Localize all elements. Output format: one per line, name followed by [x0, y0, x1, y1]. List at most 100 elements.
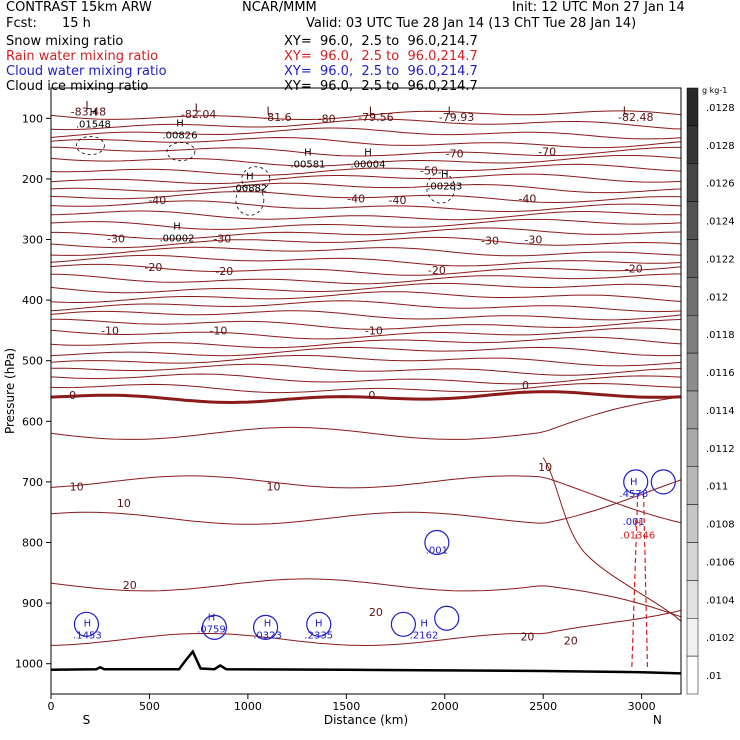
colorbar-tick-label: .01 — [706, 671, 722, 682]
colorbar-tick-label: .0116 — [706, 368, 735, 379]
ice-region — [241, 166, 271, 192]
field-cloudwater-xy: XY= 96.0, 2.5 to 96.0,214.7 — [284, 64, 478, 79]
temperature-contour — [51, 355, 681, 367]
cloud-water-max-marker: H — [84, 618, 92, 629]
field-snow-name: Snow mixing ratio — [6, 34, 124, 49]
colorbar-cell — [686, 504, 699, 543]
cloud-water-max-value: .2162 — [410, 630, 439, 641]
temperature-label: 20 — [369, 606, 383, 619]
temperature-label: -20 — [215, 265, 233, 278]
temperature-label: -40 — [518, 192, 536, 205]
temperature-contour — [51, 291, 681, 303]
ice-max-marker: H — [441, 169, 449, 180]
cloud-water-max-marker: H — [630, 477, 638, 488]
cloud-water-max-value: .1453 — [73, 630, 102, 641]
temperature-contour — [51, 110, 681, 120]
colorbar-tick-label: .012 — [706, 292, 728, 303]
temperature-contour — [51, 318, 681, 330]
ice-region — [235, 184, 265, 216]
y-tick-label: 200 — [22, 173, 43, 186]
colorbar-tick-label: .0104 — [706, 595, 735, 606]
temperature-label: -50 — [420, 164, 438, 177]
temperature-contour — [51, 146, 681, 157]
temperature-label: 0 — [69, 389, 76, 402]
x-tick-label: 1000 — [234, 700, 262, 713]
temperature-contour — [51, 310, 681, 321]
temperature-label: -30 — [524, 234, 542, 247]
temperature-contour — [51, 475, 681, 524]
x-tick-label: 500 — [139, 700, 160, 713]
colorbar-tick-label: .0112 — [706, 444, 735, 455]
ice-max-value: .00882 — [232, 184, 267, 195]
temperature-contour — [51, 127, 681, 140]
contour-labels: -80 -70 -70 -50 -40 -40 -40 -40 -30 -30 -30 -30 -20 -… — [69, 99, 655, 648]
temperature-contour — [51, 282, 681, 294]
rain-max-value: .01346 — [620, 530, 655, 541]
colorbar-tick-label: .0106 — [706, 557, 735, 568]
colorbar-cell — [686, 163, 699, 202]
temperature-label: -20 — [428, 264, 446, 277]
colorbar-cell — [686, 87, 699, 127]
cloud-water-max-value: .0759 — [197, 624, 226, 635]
temperature-contour — [51, 163, 681, 176]
ice-max-marker: H — [176, 118, 184, 129]
field-snow-xy: XY= 96.0, 2.5 to 96.0,214.7 — [284, 34, 478, 49]
colorbar-cell — [686, 352, 699, 392]
plot-frame — [50, 87, 682, 695]
zero-isotherm — [51, 390, 681, 405]
temperature-label: 10 — [266, 481, 280, 494]
colorbar-tick-label: .0118 — [706, 330, 735, 341]
cloud-water-max-value: .0323 — [253, 630, 282, 641]
temperature-label: -10 — [365, 324, 383, 337]
axes: 0 500 1000 1500 2000 2500 30001002003004005006… — [3, 87, 682, 727]
ice-max-value: .00002 — [160, 233, 195, 244]
temperature-label: 10 — [117, 497, 131, 510]
cloud-water-max-value: .001 — [426, 546, 448, 557]
temperature-extremum-label: L — [85, 99, 92, 112]
y-tick-label: 400 — [22, 294, 43, 307]
cloud-water-region — [201, 614, 228, 640]
temperature-extremum-label: L — [448, 104, 455, 117]
colorbar-tick-label: .0114 — [706, 406, 735, 417]
colorbar: .0128 .0128 .0126 .0124 .0122 .012 .0118 .0116.… — [686, 86, 735, 695]
cloud-water-region — [623, 469, 649, 495]
ice-max-marker: H — [90, 108, 98, 119]
temperature-label: -30 — [213, 232, 231, 245]
cloud-water-max-value: .001 — [623, 517, 645, 528]
colorbar-cell — [686, 315, 699, 354]
temperature-contour — [51, 173, 681, 185]
y-tick-label: 600 — [22, 415, 43, 428]
temperature-contour — [51, 236, 681, 249]
y-tick-label: 1000 — [15, 658, 43, 671]
temperature-contour — [51, 200, 681, 212]
colorbar-cell — [686, 390, 699, 430]
temperature-contour — [51, 578, 681, 618]
temperature-contour — [51, 373, 681, 385]
colorbar-cell — [686, 542, 699, 581]
cloud-water-max-value: .4578 — [619, 489, 648, 500]
cloud-water-region — [73, 611, 100, 637]
cloud-water-region — [650, 469, 676, 495]
colorbar-unit: g kg-1 — [702, 86, 727, 95]
temperature-label: 20 — [564, 635, 578, 648]
surface-terrain — [51, 649, 681, 675]
temperature-label: 0 — [522, 379, 529, 392]
colorbar-tick-label: .0102 — [706, 633, 735, 644]
colorbar-tick-label: .0122 — [706, 254, 735, 265]
y-tick-label: 500 — [22, 355, 43, 368]
left-endpoint-label: S — [83, 713, 91, 727]
temperature-label: -70 — [538, 146, 556, 159]
temperature-extremum-label: L — [369, 104, 376, 117]
temperature-contour — [51, 227, 681, 240]
temperature-label: -20 — [625, 263, 643, 276]
fcst-label: Fcst: — [6, 16, 37, 31]
ice-region — [166, 142, 196, 162]
right-endpoint-label: N — [653, 713, 662, 727]
colorbar-tick-label: .0108 — [706, 520, 735, 531]
cloud-water-region — [434, 605, 460, 631]
temperature-contour — [51, 346, 681, 357]
temperature-contour — [51, 327, 681, 340]
temperature-contour — [51, 382, 681, 394]
temperature-label: -20 — [144, 261, 162, 274]
colorbar-tick-label: .0124 — [706, 217, 735, 228]
